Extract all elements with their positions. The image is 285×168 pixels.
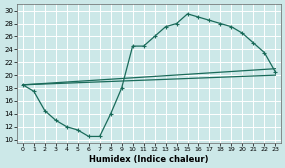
- X-axis label: Humidex (Indice chaleur): Humidex (Indice chaleur): [89, 155, 209, 164]
